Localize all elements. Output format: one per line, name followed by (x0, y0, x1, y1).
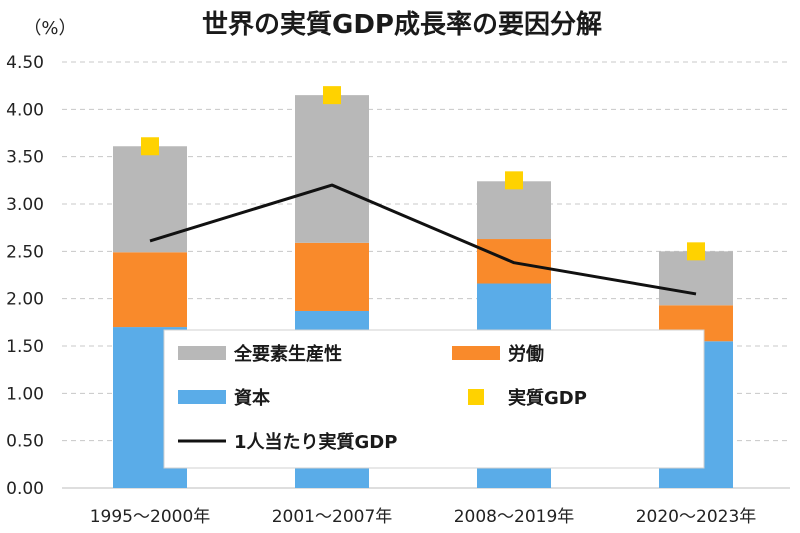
legend-swatch (452, 346, 500, 360)
y-tick-label: 4.00 (6, 100, 44, 120)
y-tick-label: 0.50 (6, 432, 44, 452)
y-tick-label: 1.50 (6, 337, 44, 357)
bar-segment (113, 252, 187, 327)
gdp-marker (323, 86, 341, 104)
y-tick-label: 2.00 (6, 290, 44, 310)
legend-label: 労働 (508, 343, 544, 365)
y-tick-label: 1.00 (6, 384, 44, 404)
bar-segment (113, 146, 187, 252)
y-tick-label: 2.50 (6, 242, 44, 262)
legend-label: 実質GDP (508, 387, 587, 409)
y-tick-label: 3.00 (6, 195, 44, 215)
y-axis-unit: （%） (23, 18, 76, 39)
x-tick-label: 2020～2023年 (636, 507, 757, 527)
per-capita-gdp-line (150, 185, 696, 294)
x-tick-label: 1995～2000年 (90, 507, 211, 527)
x-axis-ticks: 1995～2000年 2001～2007年 2008～2019年 2020～2023年 (90, 507, 757, 527)
marker-series (141, 86, 705, 260)
x-tick-label: 2008～2019年 (454, 507, 575, 527)
legend-label: 全要素生産性 (233, 343, 342, 365)
y-axis-ticks: 0.00 0.50 1.00 1.50 2.00 2.50 3.00 3.50 4.00 4.50 (6, 53, 44, 499)
legend-swatch (178, 346, 226, 360)
legend-swatch (178, 390, 226, 404)
bar-segment (295, 243, 369, 311)
gdp-marker (141, 137, 159, 155)
chart-title: 世界の実質GDP成長率の要因分解 (202, 9, 602, 40)
y-tick-label: 3.50 (6, 148, 44, 168)
y-tick-label: 0.00 (6, 479, 44, 499)
bar-segment (477, 181, 551, 239)
legend-label: 1人当たり実質GDP (234, 431, 397, 453)
line-series (150, 185, 696, 294)
chart: 世界の実質GDP成長率の要因分解 （%） 0.00 0.50 1.00 1.50 2.0… (0, 0, 800, 533)
gdp-marker (687, 242, 705, 260)
y-tick-label: 4.50 (6, 53, 44, 73)
legend-swatch (468, 389, 484, 405)
legend-label: 資本 (234, 387, 270, 409)
x-tick-label: 2001～2007年 (272, 507, 393, 527)
gdp-marker (505, 171, 523, 189)
bar-segment (295, 95, 369, 243)
